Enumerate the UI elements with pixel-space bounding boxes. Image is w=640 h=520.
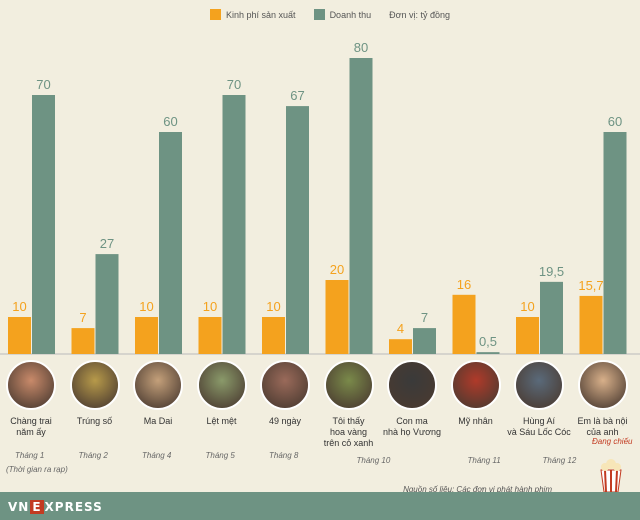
budget-bar — [198, 317, 222, 354]
budget-bar — [71, 328, 95, 354]
budget-value-label: 10 — [203, 299, 217, 314]
budget-value-label: 16 — [457, 277, 471, 292]
movie-poster — [387, 360, 437, 410]
movie-poster — [577, 360, 628, 410]
release-month: Tháng 8 — [269, 451, 299, 460]
revenue-value-label: 60 — [608, 114, 622, 129]
revenue-value-label: 7 — [421, 310, 428, 325]
budget-bar — [452, 294, 476, 354]
release-month: Tháng 12 — [542, 456, 577, 465]
budget-bar — [389, 339, 412, 354]
chart-legend: Kinh phí sản xuất Doanh thu Đơn vị: tỷ đ… — [210, 9, 450, 20]
revenue-bar — [603, 132, 627, 354]
budget-value-label: 20 — [330, 262, 344, 277]
legend-revenue-swatch — [313, 9, 325, 20]
release-month: Tháng 11 — [467, 456, 501, 465]
release-month: Tháng 5 — [205, 451, 235, 460]
revenue-value-label: 80 — [354, 40, 368, 55]
budget-bar — [8, 317, 31, 354]
revenue-value-label: 0,5 — [479, 334, 497, 349]
release-month: Tháng 10 — [356, 456, 391, 465]
release-time-note: (Thời gian ra rạp) — [6, 465, 68, 474]
revenue-bar — [413, 328, 436, 354]
revenue-bar — [286, 106, 309, 354]
logo-left: VN — [8, 500, 30, 514]
revenue-value-label: 27 — [100, 236, 114, 251]
legend-budget-label: Kinh phí sản xuất — [226, 9, 296, 20]
footer-bar: VN E XPRESS — [0, 492, 640, 520]
budget-bar — [135, 317, 158, 354]
popcorn-icon — [600, 459, 622, 492]
movie-poster — [514, 360, 564, 410]
now-showing-note: Đang chiếu — [592, 437, 633, 446]
revenue-value-label: 60 — [163, 114, 177, 129]
movie-name: 49 ngày — [268, 416, 302, 426]
budget-bar — [579, 295, 603, 354]
budget-value-label: 4 — [397, 321, 404, 336]
logo-right: XPRESS — [44, 500, 103, 514]
budget-value-label: 7 — [79, 310, 86, 325]
revenue-bar — [349, 58, 373, 354]
revenue-bar — [540, 281, 563, 354]
revenue-bar — [159, 132, 182, 354]
revenue-value-label: 67 — [290, 88, 304, 103]
legend-revenue-label: Doanh thu — [329, 9, 372, 20]
budget-value-label: 10 — [12, 299, 26, 314]
legend-unit-label: Đơn vị: tỷ đồng — [389, 9, 451, 20]
movie-name: Tôi thấy hoa vàng trên cỏ xanh — [323, 416, 374, 448]
budget-bar — [262, 317, 285, 354]
revenue-bar — [222, 95, 246, 354]
logo-mid: E — [30, 500, 44, 514]
budget-value-label: 10 — [266, 299, 280, 314]
movie-poster — [450, 360, 501, 410]
movie-name: Em là bà nội của anh — [577, 416, 628, 437]
movie-name: Con ma nhà họ Vương — [383, 416, 441, 437]
budget-value-label: 10 — [520, 299, 534, 314]
legend-budget: Kinh phí sản xuất — [210, 9, 296, 20]
movie-name: Chàng trai năm ấy — [10, 416, 52, 437]
revenue-bar — [32, 95, 55, 354]
movie-name: Ma Dai — [143, 416, 173, 426]
vnexpress-logo: VN E XPRESS — [8, 500, 103, 514]
revenue-bar — [476, 352, 500, 354]
release-month: Tháng 4 — [142, 451, 172, 460]
source-note: Nguồn số liệu: Các đơn vị phát hành phim — [403, 485, 552, 494]
budget-bar — [325, 280, 349, 354]
budget-bar — [516, 317, 539, 354]
movie-name: Lệt mệt — [206, 416, 237, 426]
movie-poster — [69, 360, 120, 410]
movie-list: Chàng trai năm ấy Tháng 1 Trúng số Tháng 2 M… — [0, 358, 640, 478]
movie-name: Trúng số — [76, 416, 113, 426]
movie-poster — [323, 360, 374, 410]
legend-revenue: Doanh thu — [313, 9, 372, 20]
legend-budget-swatch — [210, 9, 221, 20]
budget-value-label: 15,7 — [578, 278, 603, 293]
movie-poster — [6, 360, 56, 410]
legend-unit: Đơn vị: tỷ đồng — [389, 10, 450, 20]
revenue-bar — [95, 254, 119, 354]
movie-name: Mỹ nhân — [458, 416, 493, 426]
movie-poster — [196, 360, 247, 410]
revenue-value-label: 19,5 — [539, 264, 564, 279]
release-month: Tháng 2 — [78, 451, 108, 460]
movie-name: Hùng Aí và Sáu Lốc Cóc — [507, 416, 571, 437]
movie-poster — [133, 360, 183, 410]
budget-value-label: 10 — [139, 299, 153, 314]
revenue-value-label: 70 — [227, 77, 241, 92]
movie-poster — [260, 360, 310, 410]
revenue-value-label: 70 — [36, 77, 50, 92]
release-month: Tháng 1 — [15, 451, 45, 460]
